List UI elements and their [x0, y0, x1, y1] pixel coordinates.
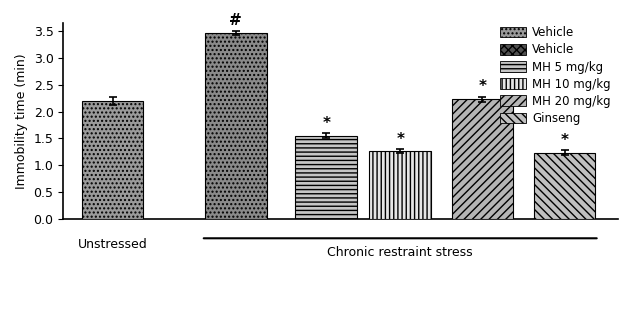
Text: *: * [322, 116, 330, 131]
Bar [451, 99, 513, 219]
Bar [534, 153, 596, 219]
Text: Unstressed: Unstressed [78, 238, 147, 251]
Legend: Vehicle, Vehicle, MH 5 mg/kg, MH 10 mg/kg, MH 20 mg/kg, Ginseng: Vehicle, Vehicle, MH 5 mg/kg, MH 10 mg/k… [499, 25, 612, 126]
Text: #: # [230, 13, 242, 29]
Bar [82, 101, 144, 219]
Bar [370, 151, 431, 219]
Y-axis label: Immobility time (min): Immobility time (min) [15, 53, 28, 189]
Text: *: * [561, 133, 568, 148]
Bar [296, 136, 357, 219]
Bar [205, 33, 266, 219]
Text: *: * [479, 79, 486, 94]
Text: Chronic restraint stress: Chronic restraint stress [327, 246, 473, 259]
Text: *: * [396, 132, 404, 147]
